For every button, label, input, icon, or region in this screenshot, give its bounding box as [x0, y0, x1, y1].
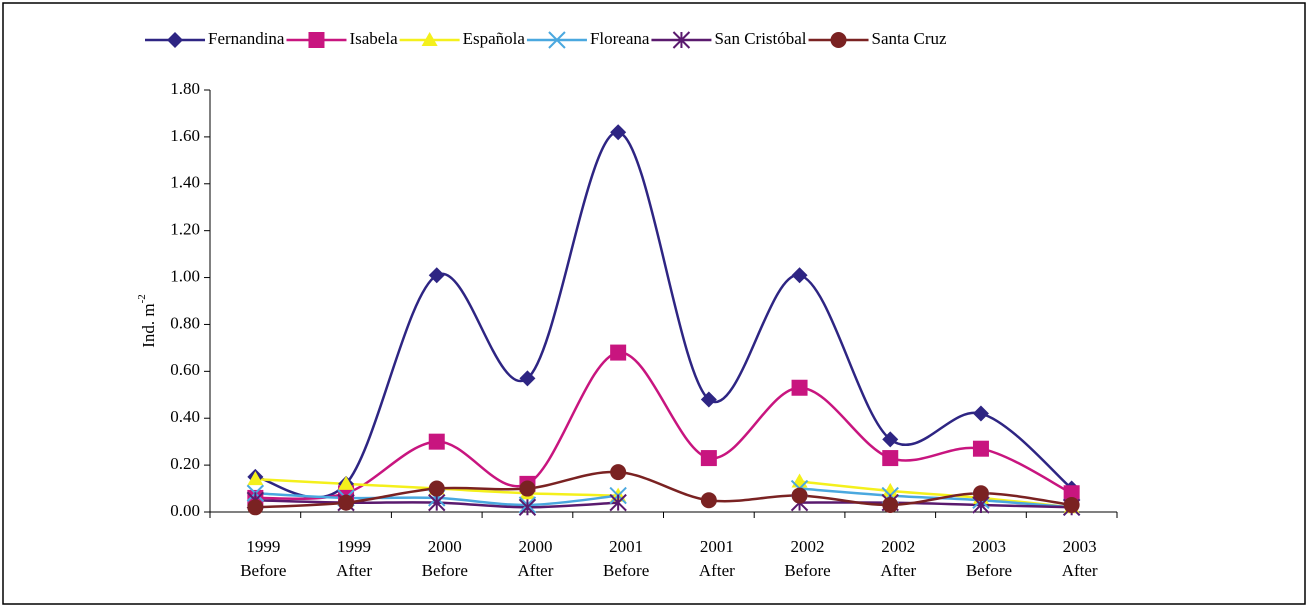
marker: [882, 482, 899, 497]
marker: [308, 32, 325, 48]
marker: [428, 493, 446, 512]
legend-label: Floreana: [590, 29, 650, 48]
x-tick-label: Before: [966, 561, 1012, 580]
series-line: [255, 130, 1073, 499]
y-tick-label: 1.60: [170, 126, 200, 145]
y-tick-label: 1.00: [170, 266, 200, 285]
marker: [882, 496, 899, 513]
y-tick-label: 0.40: [170, 407, 200, 426]
series-line: [255, 351, 1073, 501]
marker: [1063, 496, 1080, 513]
marker: [791, 487, 808, 504]
marker: [428, 480, 445, 497]
series-line: [255, 470, 1072, 509]
marker: [519, 480, 536, 497]
marker: [972, 440, 989, 457]
x-tick-label: 1999: [337, 537, 371, 556]
x-tick-label: 2001: [609, 537, 643, 556]
x-tick-label: 2003: [1063, 537, 1097, 556]
y-tick-label: 0.80: [170, 313, 200, 332]
y-axis-label-text: Ind. m: [139, 303, 158, 347]
marker: [247, 471, 264, 486]
x-tick-label: Before: [422, 561, 468, 580]
marker: [1063, 485, 1080, 502]
x-tick-label: 2000: [428, 537, 462, 556]
marker: [672, 31, 691, 49]
legend-label: Española: [463, 29, 526, 48]
x-tick-label: 2001: [700, 537, 734, 556]
y-tick-label: 0.00: [170, 501, 200, 520]
marker: [167, 32, 183, 48]
marker: [882, 450, 899, 467]
marker: [428, 433, 445, 450]
legend-label: Santa Cruz: [872, 29, 948, 48]
x-tick-label: Before: [240, 561, 286, 580]
marker: [791, 473, 808, 488]
marker: [518, 498, 537, 517]
x-tick-label: 2003: [972, 537, 1006, 556]
x-tick-label: After: [518, 561, 554, 580]
y-tick-label: 0.60: [170, 360, 200, 379]
legend-label: San Cristóbal: [714, 29, 806, 48]
marker: [610, 124, 627, 141]
marker: [972, 405, 989, 422]
marker: [609, 493, 627, 512]
marker: [700, 450, 717, 467]
y-tick-label: 1.80: [170, 79, 200, 98]
marker: [247, 499, 264, 516]
marker: [700, 492, 717, 509]
x-tick-label: After: [336, 561, 372, 580]
marker: [421, 32, 438, 46]
marker: [548, 31, 566, 49]
x-tick-label: 1999: [246, 537, 280, 556]
x-tick-label: After: [699, 561, 735, 580]
legend-label: Fernandina: [208, 29, 285, 48]
legend-label: Isabela: [349, 29, 398, 48]
y-axis-label-superscript: -2: [136, 294, 148, 303]
marker: [610, 344, 627, 361]
y-tick-label: 1.40: [170, 173, 200, 192]
marker: [830, 32, 847, 48]
marker: [791, 267, 808, 284]
marker: [338, 475, 355, 490]
marker: [610, 464, 627, 481]
x-tick-label: Before: [603, 561, 649, 580]
series-line: [255, 499, 1072, 509]
x-tick-label: After: [880, 561, 916, 580]
x-tick-label: After: [1062, 561, 1098, 580]
marker: [519, 370, 536, 387]
marker: [791, 379, 808, 396]
x-tick-label: 2000: [518, 537, 552, 556]
x-tick-label: 2002: [881, 537, 915, 556]
y-axis-label: Ind. m-2: [136, 294, 158, 348]
x-tick-label: Before: [784, 561, 830, 580]
y-tick-label: 1.20: [170, 220, 200, 239]
marker: [428, 267, 445, 284]
x-tick-label: 2002: [791, 537, 825, 556]
y-tick-label: 0.20: [170, 454, 200, 473]
marker: [700, 391, 717, 408]
marker: [338, 494, 355, 511]
marker: [882, 431, 899, 448]
marker: [972, 485, 989, 502]
